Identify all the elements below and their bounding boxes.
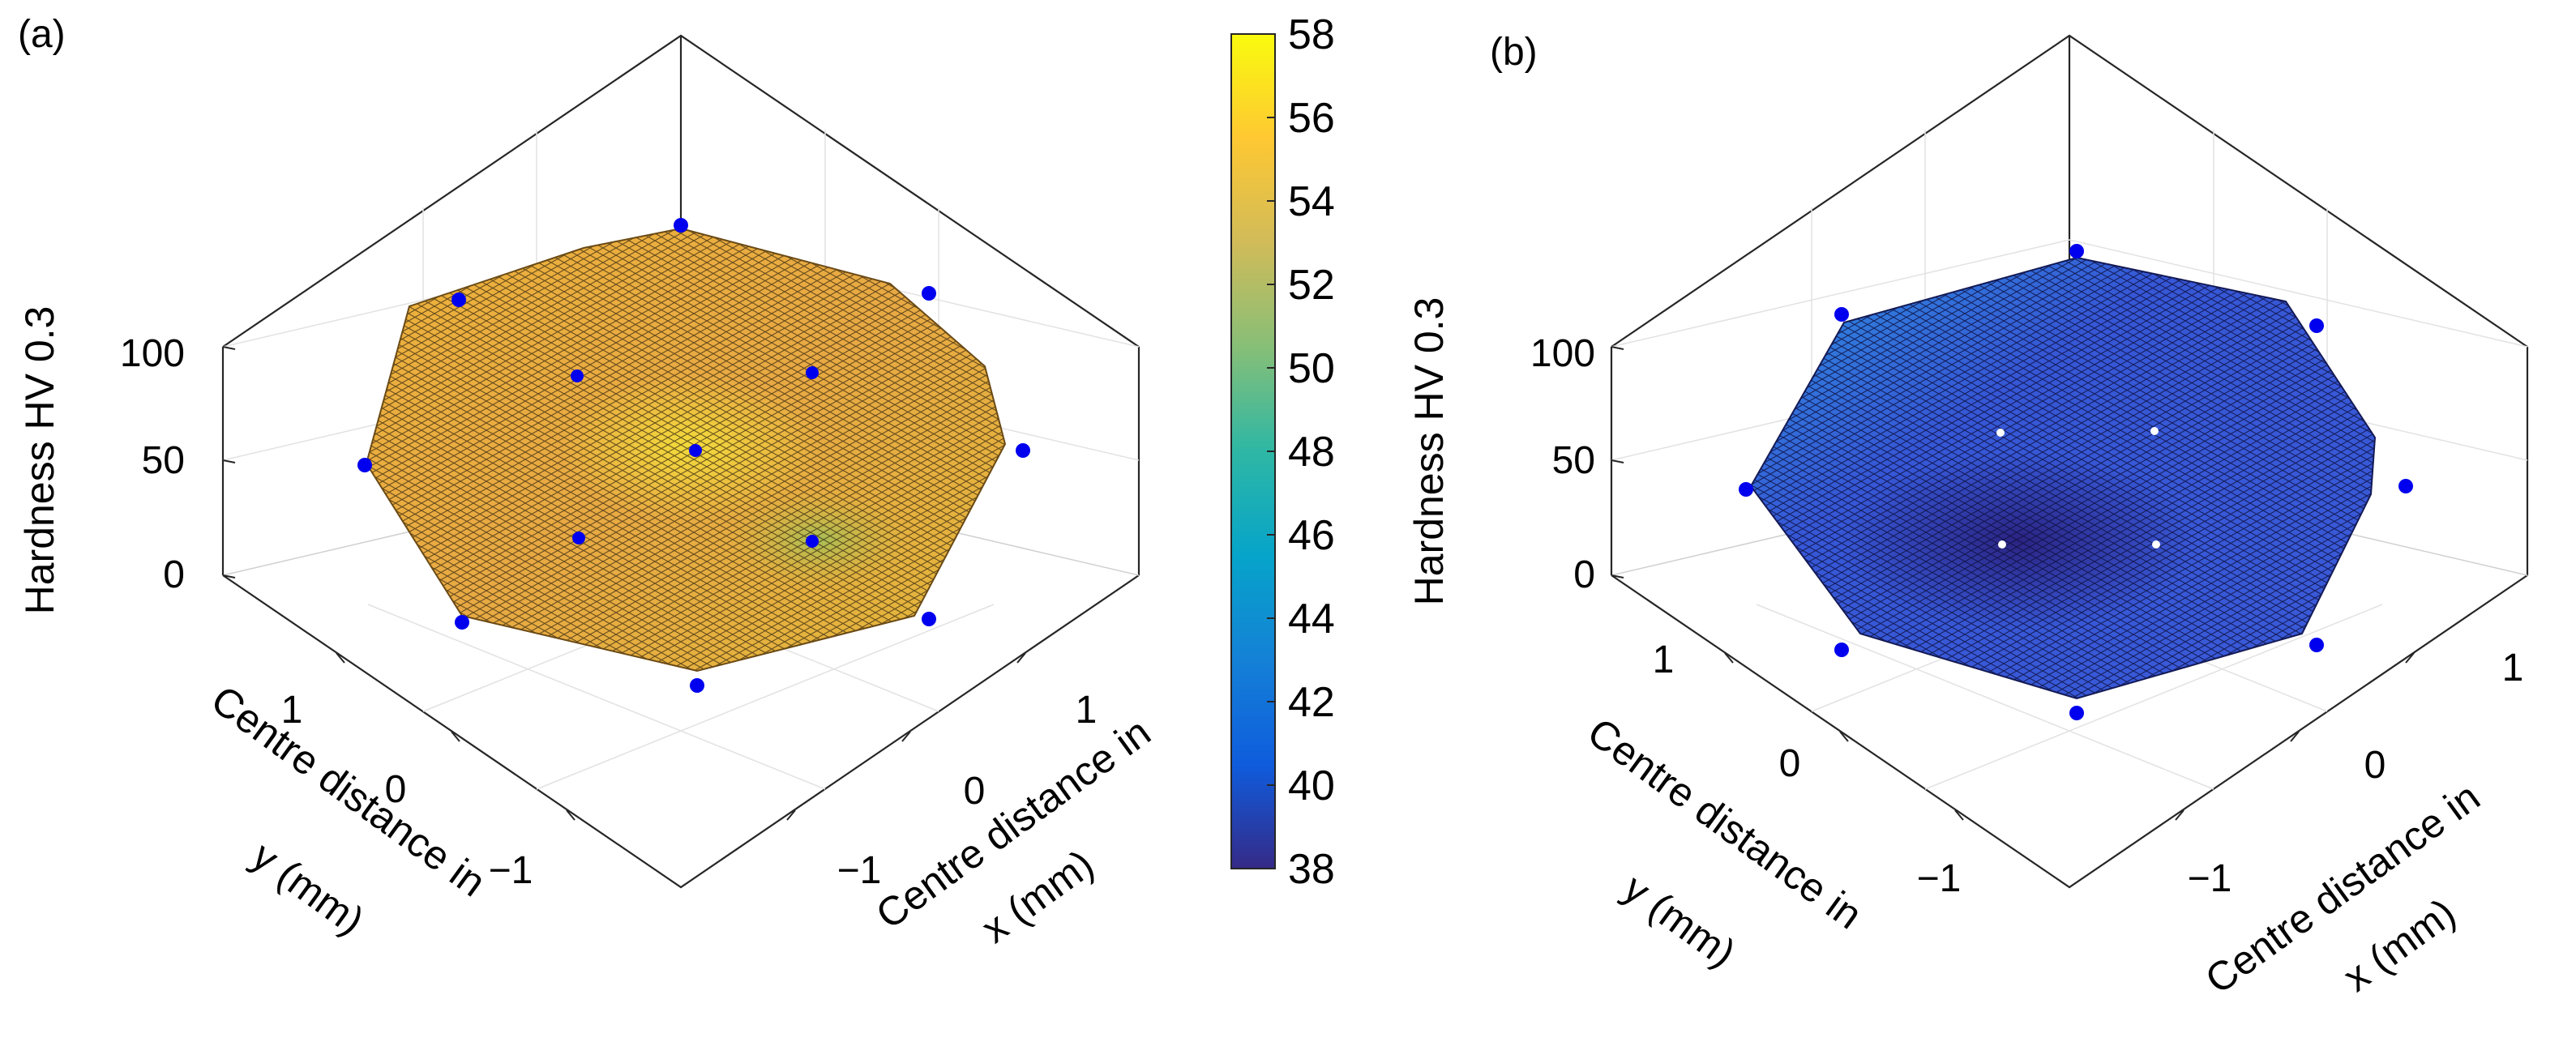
measurement-points-a: [357, 218, 1030, 693]
z-tick-label-b: 100: [1530, 332, 1595, 375]
x-ticks-a: [786, 652, 1026, 821]
colorbar-ticks: 58 56 54 52 50 48 46 44 42 40 38: [1267, 11, 1335, 893]
z-tick-label-b: 50: [1552, 439, 1595, 482]
data-point: [2309, 318, 2324, 333]
data-point: [572, 532, 585, 544]
data-point: [1739, 482, 1753, 497]
y-tick-label-a: −1: [489, 849, 533, 892]
panel-a: (a): [17, 13, 1158, 952]
surface-b-highlights: [1996, 427, 2160, 549]
x-tick-label-b: 1: [2502, 647, 2524, 690]
z-tick-label-a: 50: [142, 439, 185, 482]
colorbar-tick-label: 52: [1288, 262, 1335, 309]
z-ticks-a: [222, 346, 236, 579]
y-tick-label-b: −1: [1917, 857, 1962, 900]
data-point: [674, 218, 688, 233]
y-tick-label-a: 0: [385, 768, 407, 811]
surface-b-outline: [1749, 256, 2377, 700]
data-point: [2069, 244, 2084, 258]
surface-a-mesh: [366, 228, 1005, 671]
colorbar-title: Hardness HV 0.3: [1406, 297, 1452, 606]
data-point: [451, 293, 466, 307]
data-point: [806, 366, 819, 379]
y-tick-label-b: 0: [1779, 742, 1801, 785]
data-point: [571, 369, 584, 382]
data-point: [690, 678, 704, 693]
colorbar-tick-label: 56: [1288, 95, 1335, 142]
y-tick-label-a: 1: [281, 689, 303, 732]
colorbar-tick-label: 40: [1288, 762, 1335, 809]
data-point: [1016, 443, 1030, 458]
colorbar-tick-label: 54: [1288, 178, 1335, 225]
x-ticks-b: [2175, 652, 2415, 821]
data-point: [2150, 427, 2159, 435]
panel-label-b: (b): [1490, 31, 1538, 74]
data-point: [1996, 429, 2005, 437]
colorbar-tick-label: 46: [1288, 512, 1335, 559]
y-ticks-a: [336, 652, 576, 821]
data-point: [2398, 479, 2413, 493]
z-axis-title-a: Hardness HV 0.3: [17, 306, 62, 615]
x-tick-label-a: 1: [1076, 689, 1098, 732]
z-tick-label-a: 100: [120, 332, 185, 375]
x-tick-label-b: 0: [2364, 744, 2386, 787]
data-point: [1834, 307, 1849, 322]
data-point: [922, 612, 936, 626]
x-tick-label-a: 0: [964, 770, 986, 813]
colorbar-tick-label: 38: [1288, 846, 1335, 893]
data-point: [2309, 638, 2324, 652]
data-point: [455, 615, 469, 630]
colorbar-tick-label: 50: [1288, 345, 1335, 392]
y-axis-title-line2-a: y (mm): [244, 833, 373, 944]
surface-a: [365, 227, 1007, 673]
colorbar-tick-label: 58: [1288, 11, 1335, 58]
measurement-points-b: [1739, 244, 2413, 720]
colorbar-tick-label: 42: [1288, 679, 1335, 726]
panel-b: (b): [1490, 31, 2529, 1002]
data-point: [806, 535, 819, 548]
data-point: [357, 458, 372, 472]
surface-b: [1749, 256, 2377, 700]
data-point: [2069, 706, 2084, 720]
z-tick-label-a: 0: [163, 553, 185, 596]
data-point: [2152, 540, 2160, 549]
data-point: [689, 444, 702, 457]
surface-a-outline: [365, 227, 1007, 673]
colorbar-tick-label: 44: [1288, 596, 1335, 643]
data-point: [922, 286, 936, 301]
y-tick-label-b: 1: [1653, 638, 1675, 681]
surface-b-mesh: [1751, 258, 2375, 698]
data-point: [1998, 540, 2006, 549]
colorbar-tick-label: 48: [1288, 429, 1335, 476]
panel-label-a: (a): [18, 13, 66, 56]
colorbar: 58 56 54 52 50 48 46 44 42 40 38 Hardness HV 0.3: [1230, 11, 1452, 893]
y-axis-title-line2-b: y (mm): [1615, 865, 1744, 976]
x-tick-label-b: −1: [2188, 857, 2232, 900]
x-tick-label-a: −1: [837, 849, 882, 892]
y-ticks-b: [1724, 652, 1964, 821]
z-ticks-b: [1611, 346, 1624, 579]
box-bottom-front-edges-a: [222, 574, 1140, 889]
z-tick-label-b: 0: [1573, 553, 1595, 596]
data-point: [1834, 643, 1849, 657]
